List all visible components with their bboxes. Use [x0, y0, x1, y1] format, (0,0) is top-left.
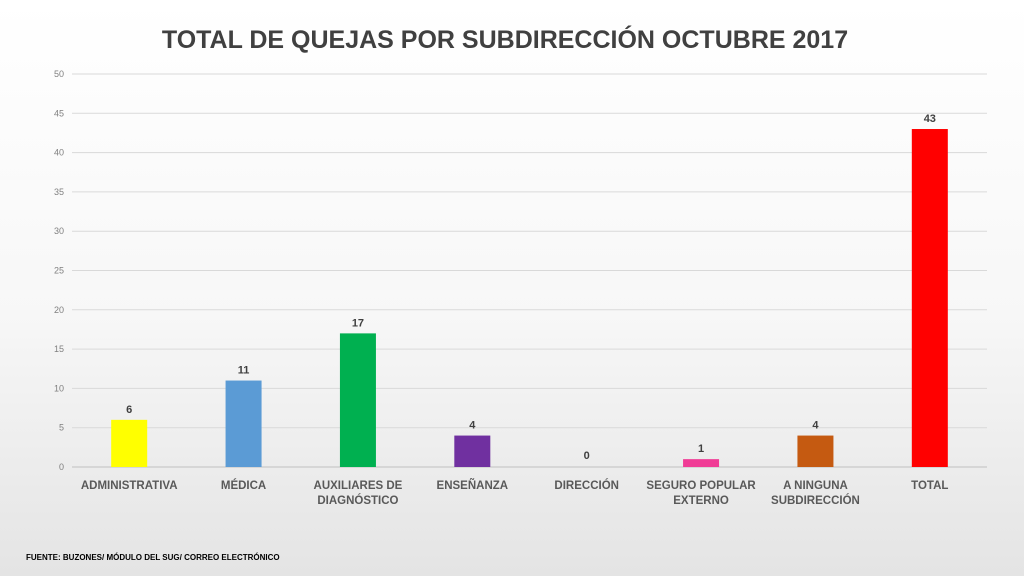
category-label: SEGURO POPULAR EXTERNO — [646, 480, 756, 507]
category-label: MÉDICA — [221, 479, 266, 492]
y-tick-label: 50 — [54, 69, 64, 79]
data-labels: 6 11 17 4 0 1 4 43 — [126, 113, 936, 462]
category-label: AUXILIARES DE DIAGNÓSTICO — [314, 480, 403, 507]
data-label: 4 — [812, 420, 819, 432]
data-label: 11 — [238, 365, 250, 377]
y-tick-label: 30 — [54, 226, 64, 236]
category-labels: ADMINISTRATIVA MÉDICA AUXILIARES DE DIAGNÓS… — [81, 479, 949, 507]
bars — [111, 129, 948, 467]
category-label: ADMINISTRATIVA — [81, 480, 178, 492]
bar — [683, 459, 720, 467]
category-label: DIRECCIÓN — [554, 479, 619, 492]
bar — [797, 435, 834, 467]
y-tick-label: 5 — [59, 423, 64, 433]
category-label: ENSEÑANZA — [437, 479, 509, 492]
y-tick-label: 15 — [54, 344, 64, 354]
data-label: 0 — [584, 450, 590, 462]
category-label: A NINGUNA SUBDIRECCIÓN — [771, 480, 860, 507]
chart-title: TOTAL DE QUEJAS POR SUBDIRECCIÓN OCTUBRE… — [161, 26, 849, 54]
grid-lines — [72, 73, 987, 468]
category-label: TOTAL — [911, 480, 948, 492]
bar — [454, 435, 491, 467]
bar — [225, 380, 262, 467]
y-axis-ticks: 0 5 10 15 20 25 30 35 40 45 50 — [54, 69, 64, 472]
data-label: 6 — [126, 404, 132, 416]
bar — [911, 129, 948, 467]
source-note: FUENTE: BUZONES/ MÓDULO DEL SUG/ CORREO … — [26, 553, 280, 562]
y-tick-label: 10 — [54, 383, 64, 393]
y-tick-label: 0 — [59, 462, 64, 472]
data-label: 4 — [469, 420, 476, 432]
y-tick-label: 45 — [54, 108, 64, 118]
bar — [111, 419, 148, 467]
y-tick-label: 40 — [54, 148, 64, 158]
data-label: 43 — [924, 113, 936, 125]
y-tick-label: 20 — [54, 305, 64, 315]
bar — [339, 333, 376, 467]
y-tick-label: 35 — [54, 187, 64, 197]
data-label: 1 — [698, 443, 704, 455]
data-label: 17 — [352, 317, 364, 329]
y-tick-label: 25 — [54, 266, 64, 276]
